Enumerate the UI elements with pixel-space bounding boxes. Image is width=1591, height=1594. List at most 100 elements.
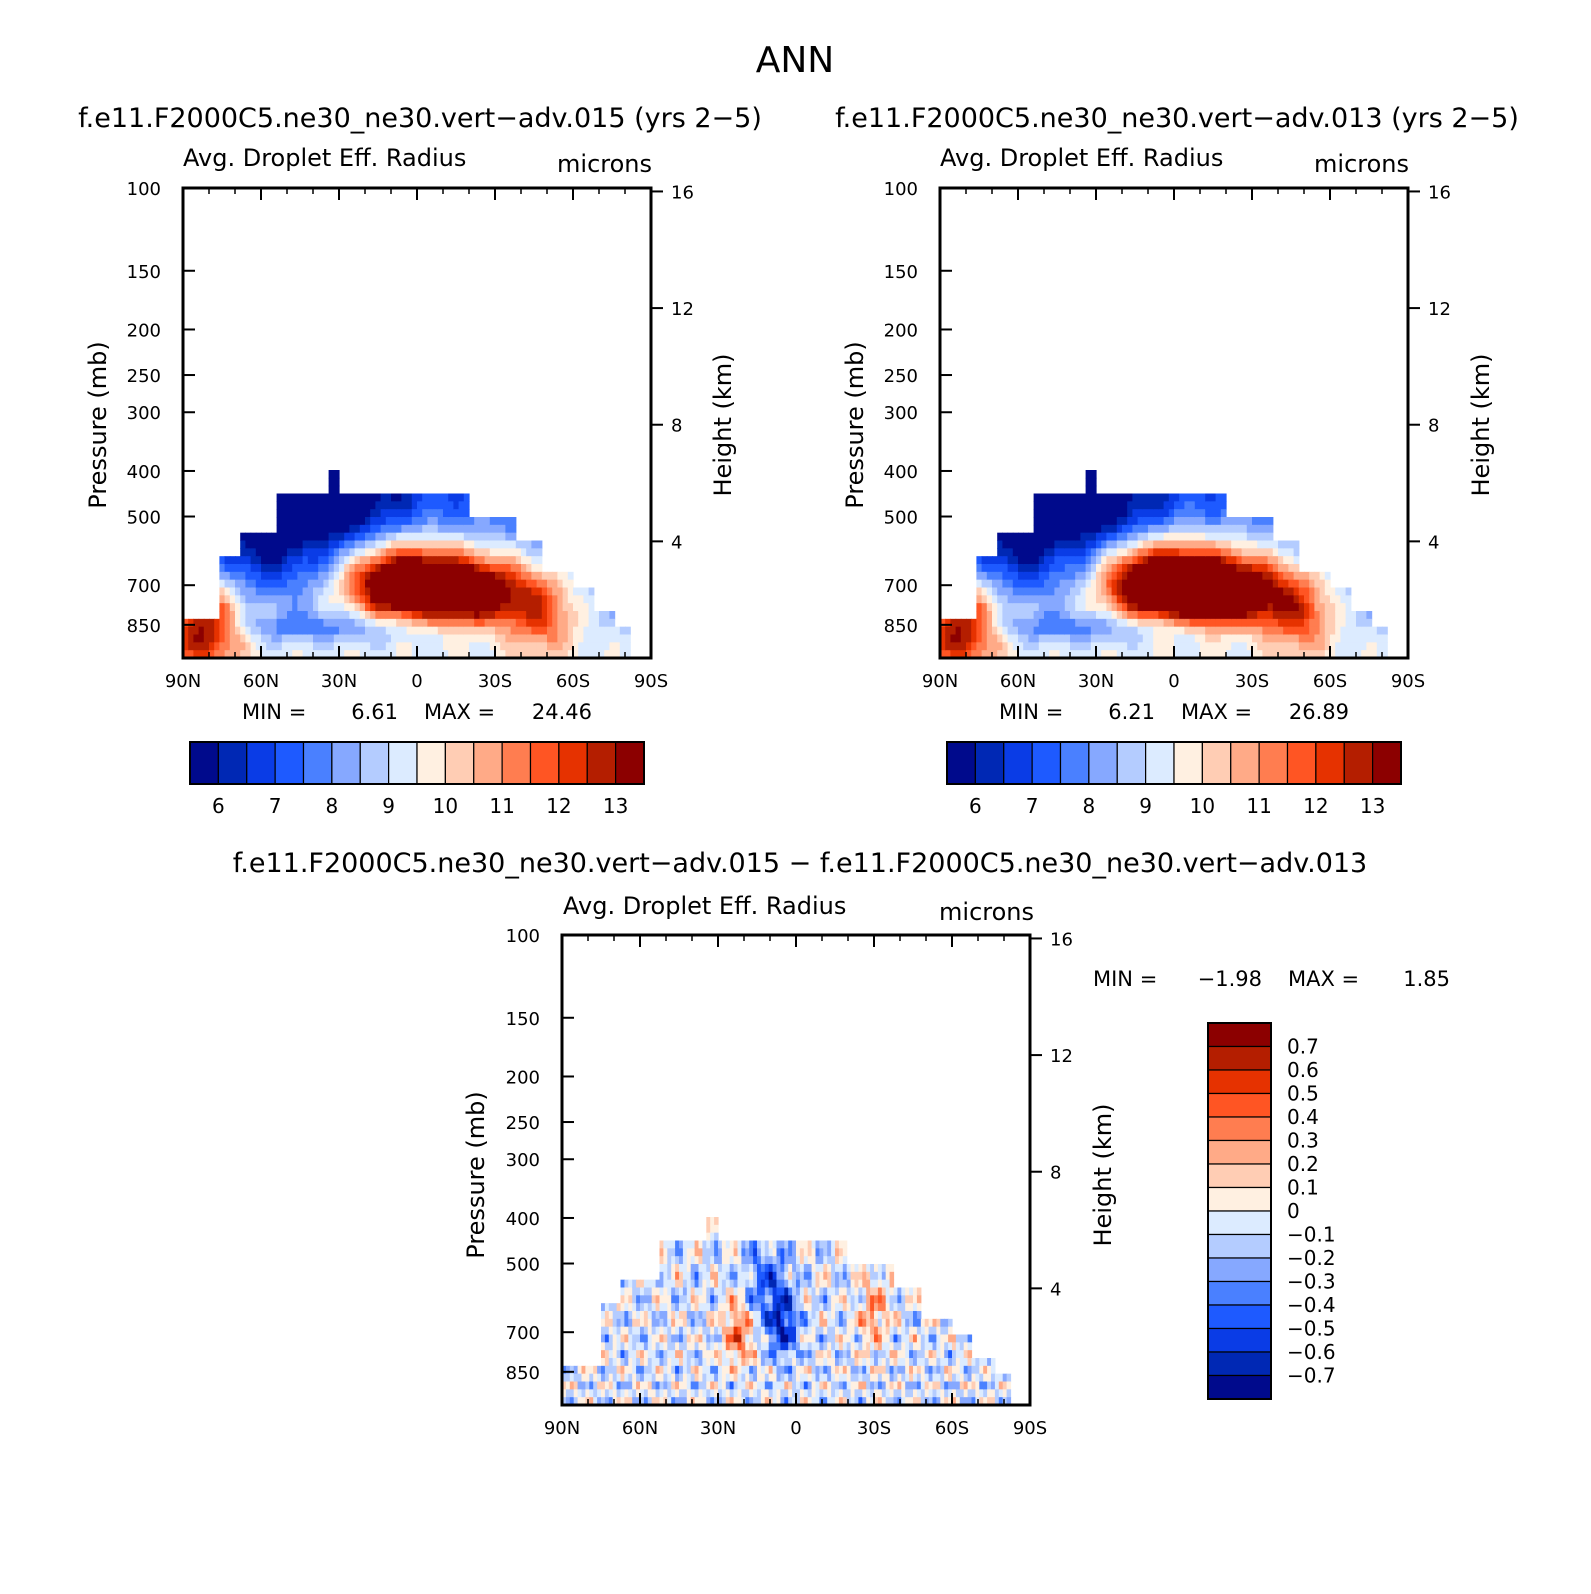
field-cell (1304, 603, 1310, 612)
field-cell (718, 1365, 723, 1375)
field-cell (881, 1271, 887, 1281)
field-cell (1163, 611, 1170, 620)
field-cell (1278, 571, 1284, 581)
field-cell (655, 1350, 661, 1359)
field-cell (1382, 650, 1388, 658)
field-cell (714, 1224, 719, 1234)
field-cell (1075, 611, 1081, 620)
field-cell (515, 579, 522, 589)
colorbar-box (217, 741, 248, 785)
y-tick-label: 250 (127, 366, 161, 387)
field-cell (1085, 556, 1092, 565)
field-cell (365, 634, 371, 643)
field-cell (601, 1334, 606, 1343)
field-cell (323, 524, 330, 534)
field-cell (573, 1389, 579, 1398)
field-cell (663, 1318, 668, 1328)
field-cell (588, 603, 595, 612)
field-cell (679, 1373, 684, 1383)
field-cell (866, 1358, 871, 1367)
field-cell (1064, 642, 1071, 651)
field-cell (846, 1271, 852, 1281)
field-cell (1002, 1381, 1008, 1390)
x-tick-label: 90S (1013, 1418, 1047, 1439)
field-cell (604, 1389, 610, 1398)
field-cell (1179, 579, 1185, 589)
field-cell (1174, 509, 1180, 518)
field-cell (1179, 517, 1185, 526)
field-cell (1090, 509, 1097, 518)
y-tick-label: 400 (884, 462, 918, 483)
field-cell (1194, 524, 1201, 534)
field-cell (552, 571, 558, 581)
field-cell (1179, 493, 1185, 502)
field-cell (679, 1334, 684, 1343)
field-cell (866, 1295, 871, 1304)
field-cell (1272, 634, 1279, 643)
field-cell (1382, 642, 1388, 651)
field-cell (1205, 579, 1211, 589)
field-cell (1080, 540, 1087, 549)
field-cell (889, 1350, 895, 1359)
field-cell (261, 540, 267, 549)
field-cell (846, 1264, 852, 1273)
field-cell (870, 1264, 875, 1273)
field-cell (1330, 650, 1336, 658)
field-cell (702, 1295, 707, 1304)
field-cell (819, 1279, 824, 1289)
field-cell (401, 579, 408, 589)
field-cell (823, 1311, 828, 1320)
field-cell (1101, 650, 1107, 658)
field-cell (1174, 642, 1180, 651)
field-cell (945, 618, 951, 628)
field-cell (1350, 611, 1357, 620)
field-cell (448, 626, 454, 636)
field-cell (380, 532, 387, 542)
field-cell (422, 509, 428, 518)
colorbar-box (1207, 1045, 1272, 1071)
field-cell (870, 1358, 875, 1367)
field-cell (1241, 548, 1248, 557)
field-cell (950, 626, 957, 636)
field-cell (489, 618, 496, 628)
field-cell (737, 1287, 742, 1296)
field-cell (489, 532, 496, 542)
field-cell (411, 532, 418, 542)
field-cell (811, 1381, 817, 1390)
field-cell (612, 1350, 618, 1359)
field-cell (932, 1397, 937, 1405)
field-cell (768, 1389, 774, 1398)
field-cell (1179, 634, 1185, 643)
field-cell (198, 642, 205, 651)
field-cell (655, 1326, 661, 1336)
field-cell (799, 1248, 805, 1257)
field-cell (1111, 634, 1118, 643)
field-cell (281, 626, 288, 636)
field-cell (679, 1295, 684, 1304)
field-cell (776, 1256, 781, 1265)
field-cell (463, 493, 470, 502)
field-cell (866, 1350, 871, 1359)
field-cell (417, 611, 423, 620)
field-cell (1210, 564, 1217, 573)
field-cell (1335, 603, 1341, 612)
field-cell (391, 603, 397, 612)
field-cell (702, 1287, 707, 1296)
field-cell (628, 1287, 633, 1296)
field-cell (706, 1350, 711, 1359)
field-cell (757, 1271, 762, 1281)
field-cell (1324, 634, 1331, 643)
field-cell (764, 1358, 770, 1367)
field-cell (1246, 611, 1253, 620)
field-cell (827, 1326, 832, 1336)
field-cell (760, 1311, 766, 1320)
field-cell (1335, 626, 1341, 636)
field-cell (224, 650, 231, 658)
field-cell (901, 1365, 906, 1375)
field-cell (714, 1326, 719, 1336)
field-cell (718, 1240, 723, 1249)
field-cell (1158, 642, 1165, 651)
field-cell (928, 1381, 934, 1390)
field-cell (640, 1311, 645, 1320)
field-cell (448, 579, 454, 589)
